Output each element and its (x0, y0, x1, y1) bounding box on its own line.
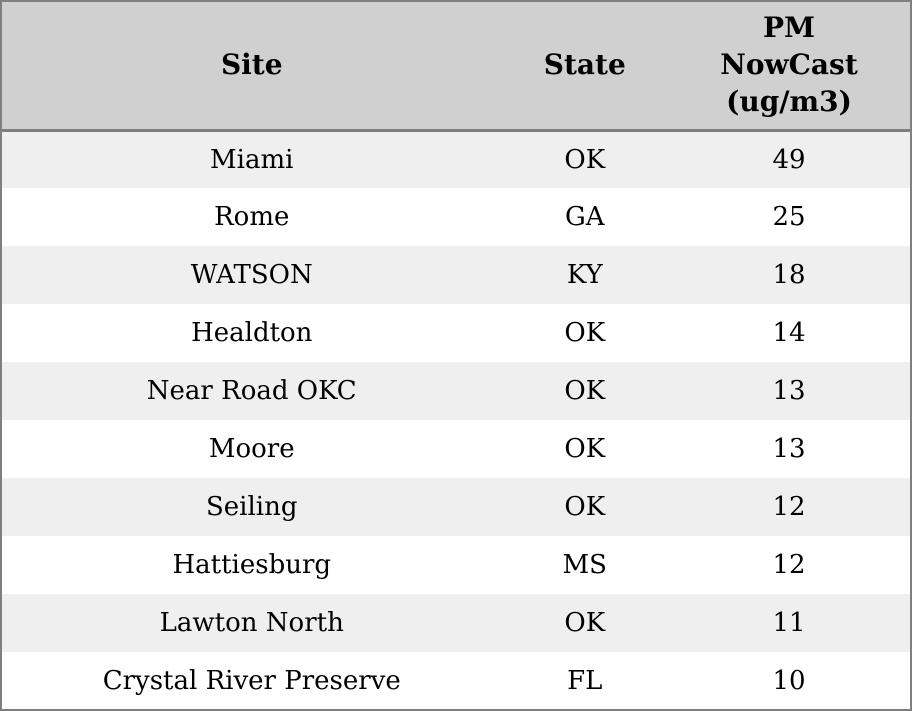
state-cell: OK (564, 492, 606, 522)
pm-value-cell: 10 (772, 665, 806, 696)
table-row: Miami OK 49 (1, 130, 911, 188)
site-cell: Near Road OKC (146, 376, 357, 406)
pm-value-cell: 12 (772, 550, 806, 580)
pm-value-cell: 13 (772, 434, 806, 464)
site-cell: WATSON (190, 260, 313, 290)
table-header-row: Site State PM NowCast (ug/m3) (1, 1, 911, 132)
table-row: Seiling OK 12 (1, 478, 911, 536)
site-cell: Rome (214, 202, 290, 232)
state-cell: OK (564, 376, 606, 406)
site-cell: Crystal River Preserve (102, 665, 401, 696)
table-row: Crystal River Preserve FL 10 (1, 652, 911, 710)
pm-value-cell: 13 (772, 376, 806, 406)
site-cell: Seiling (205, 492, 298, 522)
pm-value-cell: 49 (772, 144, 806, 175)
pm-value-cell: 14 (772, 318, 806, 348)
pm-value-cell: 18 (772, 260, 806, 290)
table-body: Miami OK 49 Rome GA 25 WATSON KY 18 Heal… (1, 130, 911, 710)
table-row: Lawton North OK 11 (1, 594, 911, 652)
site-cell: Hattiesburg (172, 550, 332, 580)
pm-value-cell: 25 (772, 202, 806, 232)
site-cell: Lawton North (159, 608, 344, 638)
state-cell: OK (564, 608, 606, 638)
state-cell: OK (564, 434, 606, 464)
column-header-site: Site (1, 1, 502, 132)
state-cell: FL (567, 665, 603, 696)
state-cell: GA (564, 202, 605, 232)
table-row: Hattiesburg MS 12 (1, 536, 911, 594)
pm-value-cell: 11 (772, 608, 806, 638)
state-cell: OK (564, 144, 606, 175)
state-cell: KY (566, 260, 603, 290)
state-cell: MS (562, 550, 607, 580)
table-row: Near Road OKC OK 13 (1, 362, 911, 420)
column-header-state: State (501, 1, 669, 132)
site-cell: Moore (208, 434, 295, 464)
pm-value-cell: 12 (772, 492, 806, 522)
site-cell: Healdton (191, 318, 313, 348)
table-row: Moore OK 13 (1, 420, 911, 478)
column-header-pm-nowcast: PM NowCast (ug/m3) (668, 1, 911, 132)
table-row: Healdton OK 14 (1, 304, 911, 362)
site-cell: Miami (210, 144, 294, 175)
table-row: WATSON KY 18 (1, 246, 911, 304)
state-cell: OK (564, 318, 606, 348)
table-row: Rome GA 25 (1, 188, 911, 246)
